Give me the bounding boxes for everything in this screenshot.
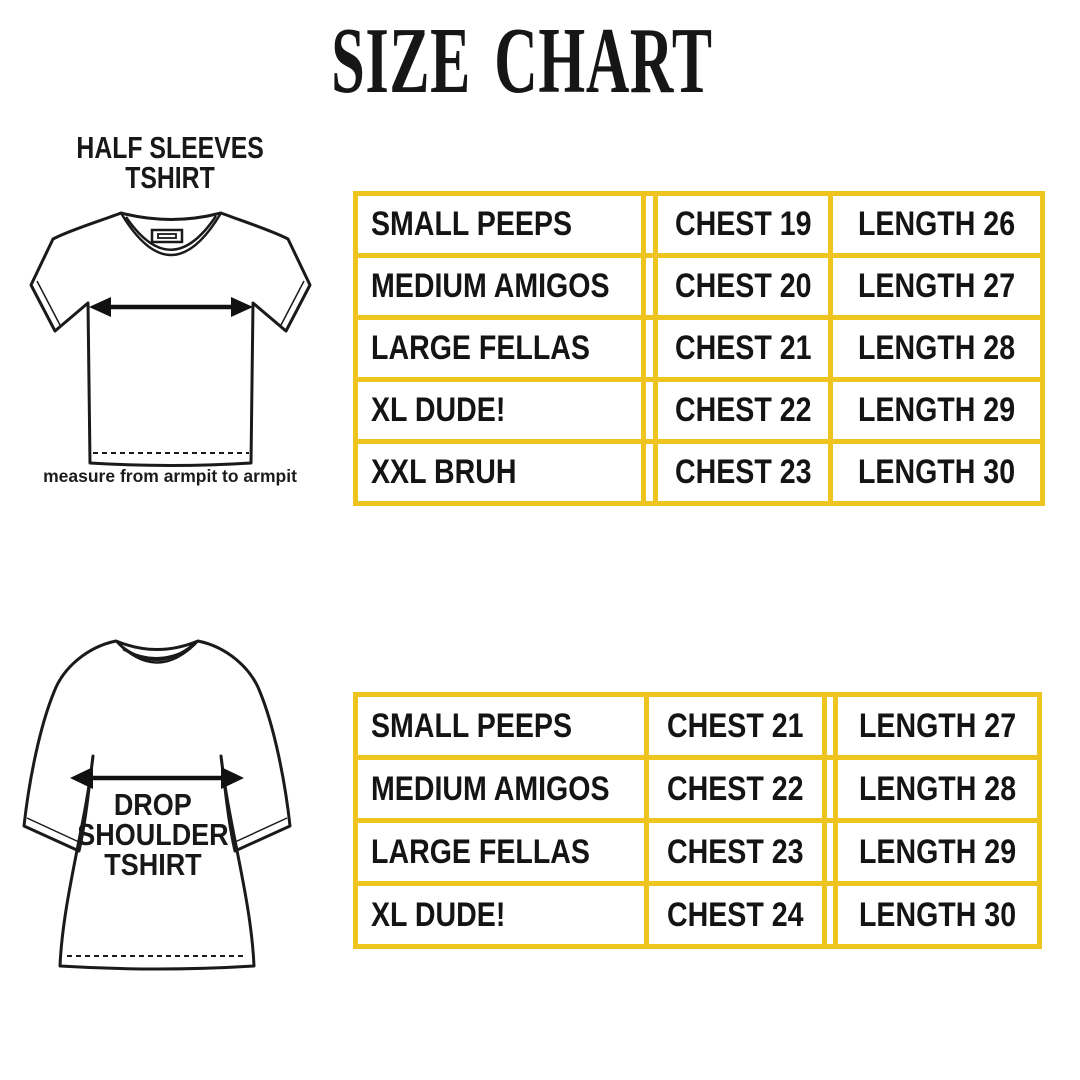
column-gap: [646, 196, 653, 253]
length-cell: LENGTH 29: [833, 823, 1037, 881]
table-row: XL DUDE! CHEST 24 LENGTH 30: [358, 881, 1037, 944]
cuff-stitch-lines: [26, 817, 288, 843]
chest-measure-arrow: [89, 297, 253, 317]
chest-cell: CHEST 23: [649, 823, 827, 881]
half-sleeves-tshirt-drawing: [29, 211, 312, 467]
drop-shoulder-tshirt-drawing: [22, 639, 292, 971]
drop-shoulder-label-line1: DROP: [113, 787, 192, 822]
chest-cell: CHEST 19: [653, 196, 828, 253]
size-name-cell: XXL BRUH: [358, 444, 646, 501]
table-row: XL DUDE! CHEST 22 LENGTH 29: [358, 377, 1040, 439]
collar: [115, 640, 199, 664]
half-sleeves-size-table: SMALL PEEPS CHEST 19 LENGTH 26 MEDIUM AM…: [353, 191, 1045, 506]
chest-cell: CHEST 22: [649, 760, 827, 818]
chest-cell: CHEST 20: [653, 258, 828, 315]
half-sleeves-label: HALF SLEEVES TSHIRT: [25, 130, 315, 195]
chest-cell: CHEST 21: [649, 697, 827, 755]
length-cell: LENGTH 27: [833, 697, 1037, 755]
length-cell: LENGTH 26: [828, 196, 1040, 253]
tshirt-outline: [22, 639, 292, 971]
tshirt-outline: [29, 211, 312, 467]
page-title-text: SIZE CHART: [331, 9, 713, 113]
size-name-cell: XL DUDE!: [358, 886, 649, 944]
collar: [119, 212, 223, 257]
chest-cell: CHEST 23: [653, 444, 828, 501]
column-gap: [646, 258, 653, 315]
table-row: XXL BRUH CHEST 23 LENGTH 30: [358, 439, 1040, 501]
length-cell: LENGTH 28: [828, 320, 1040, 377]
size-name-cell: MEDIUM AMIGOS: [358, 760, 649, 818]
chest-cell: CHEST 24: [649, 886, 827, 944]
size-name-cell: XL DUDE!: [358, 382, 646, 439]
column-gap: [646, 444, 653, 501]
length-cell: LENGTH 29: [828, 382, 1040, 439]
column-gap: [646, 382, 653, 439]
table-row: SMALL PEEPS CHEST 21 LENGTH 27: [358, 697, 1037, 755]
length-cell: LENGTH 28: [833, 760, 1037, 818]
half-sleeves-label-line2: TSHIRT: [125, 160, 215, 195]
drop-shoulder-size-table: SMALL PEEPS CHEST 21 LENGTH 27 MEDIUM AM…: [353, 692, 1042, 949]
column-gap: [646, 320, 653, 377]
table-row: LARGE FELLAS CHEST 21 LENGTH 28: [358, 315, 1040, 377]
size-name-cell: LARGE FELLAS: [358, 320, 646, 377]
table-row: MEDIUM AMIGOS CHEST 22 LENGTH 28: [358, 755, 1037, 818]
neck-label: [150, 228, 184, 244]
cuff-stitch-lines: [36, 280, 305, 326]
size-name-cell: LARGE FELLAS: [358, 823, 649, 881]
table-row: SMALL PEEPS CHEST 19 LENGTH 26: [358, 196, 1040, 253]
chest-cell: CHEST 22: [653, 382, 828, 439]
measure-caption: measure from armpit to armpit: [43, 466, 297, 486]
table-row: LARGE FELLAS CHEST 23 LENGTH 29: [358, 818, 1037, 881]
chest-measure-arrow: [70, 767, 244, 789]
size-name-cell: SMALL PEEPS: [358, 697, 649, 755]
drop-shoulder-label-line2: SHOULDER: [76, 817, 229, 852]
size-name-cell: SMALL PEEPS: [358, 196, 646, 253]
chest-cell: CHEST 21: [653, 320, 828, 377]
table-row: MEDIUM AMIGOS CHEST 20 LENGTH 27: [358, 253, 1040, 315]
length-cell: LENGTH 27: [828, 258, 1040, 315]
page-title: SIZE CHART: [0, 14, 1044, 108]
half-sleeves-label-line1: HALF SLEEVES: [76, 130, 264, 165]
size-name-cell: MEDIUM AMIGOS: [358, 258, 646, 315]
length-cell: LENGTH 30: [828, 444, 1040, 501]
drop-shoulder-label: DROP SHOULDER TSHIRT: [15, 787, 290, 882]
length-cell: LENGTH 30: [833, 886, 1037, 944]
drop-shoulder-label-line3: TSHIRT: [103, 847, 202, 882]
